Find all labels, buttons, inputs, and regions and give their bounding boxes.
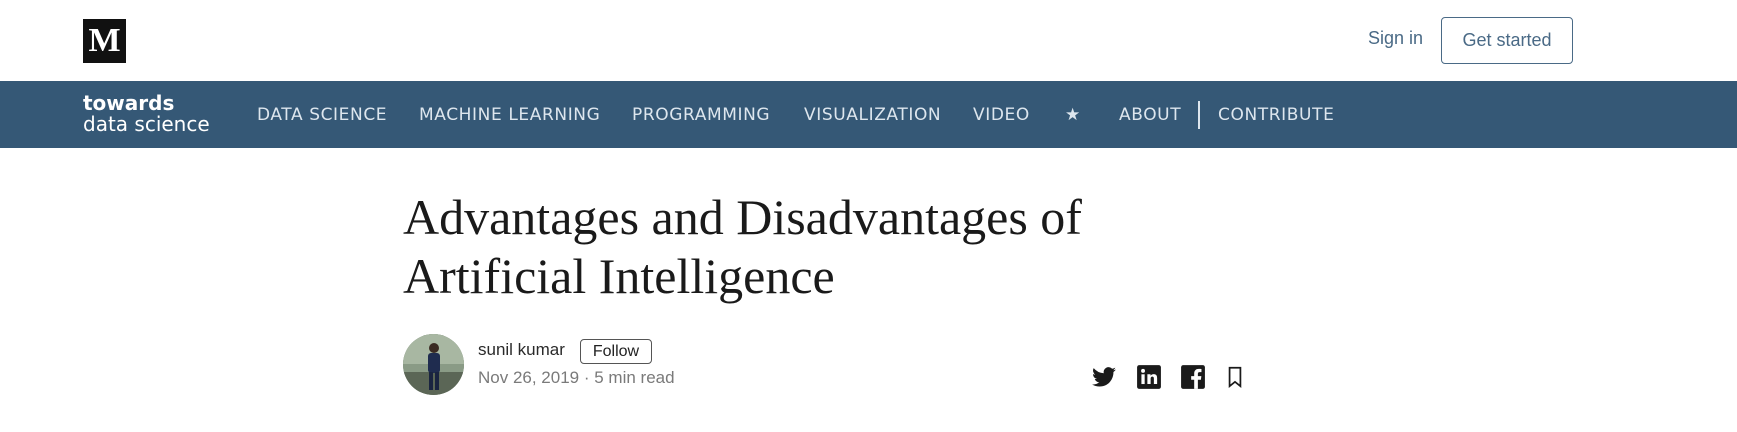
twitter-icon[interactable] [1091,364,1117,390]
nav-about[interactable]: ABOUT [1119,105,1182,125]
nav-star-icon[interactable]: ★ [1065,105,1081,125]
avatar-photo [403,334,464,395]
nav-visualization[interactable]: VISUALIZATION [804,105,942,125]
publication-logo-line2: data science [83,112,210,136]
nav-programming[interactable]: PROGRAMMING [632,105,771,125]
top-header: M Sign in Get started [0,0,1737,81]
article-title: Advantages and Disadvantages of Artifici… [403,189,1082,304]
nav-contribute[interactable]: CONTRIBUTE [1218,105,1335,125]
publication-logo[interactable]: towards data science [83,93,210,135]
linkedin-icon[interactable] [1136,364,1162,390]
get-started-button[interactable]: Get started [1441,17,1573,64]
publication-navbar: towards data science DATA SCIENCE MACHIN… [0,81,1737,148]
sign-in-link[interactable]: Sign in [1368,28,1424,48]
author-avatar[interactable] [403,334,464,395]
nav-machine-learning[interactable]: MACHINE LEARNING [419,105,601,125]
bookmark-icon[interactable] [1222,364,1248,390]
nav-divider [1198,101,1200,129]
author-name[interactable]: sunil kumar [478,340,565,359]
follow-button[interactable]: Follow [580,339,652,364]
nav-video[interactable]: VIDEO [973,105,1030,125]
article-meta: Nov 26, 2019 · 5 min read [478,368,675,387]
nav-data-science[interactable]: DATA SCIENCE [257,105,388,125]
publication-logo-line1: towards [83,91,175,115]
facebook-icon[interactable] [1180,364,1206,390]
medium-logo[interactable]: M [83,19,126,63]
